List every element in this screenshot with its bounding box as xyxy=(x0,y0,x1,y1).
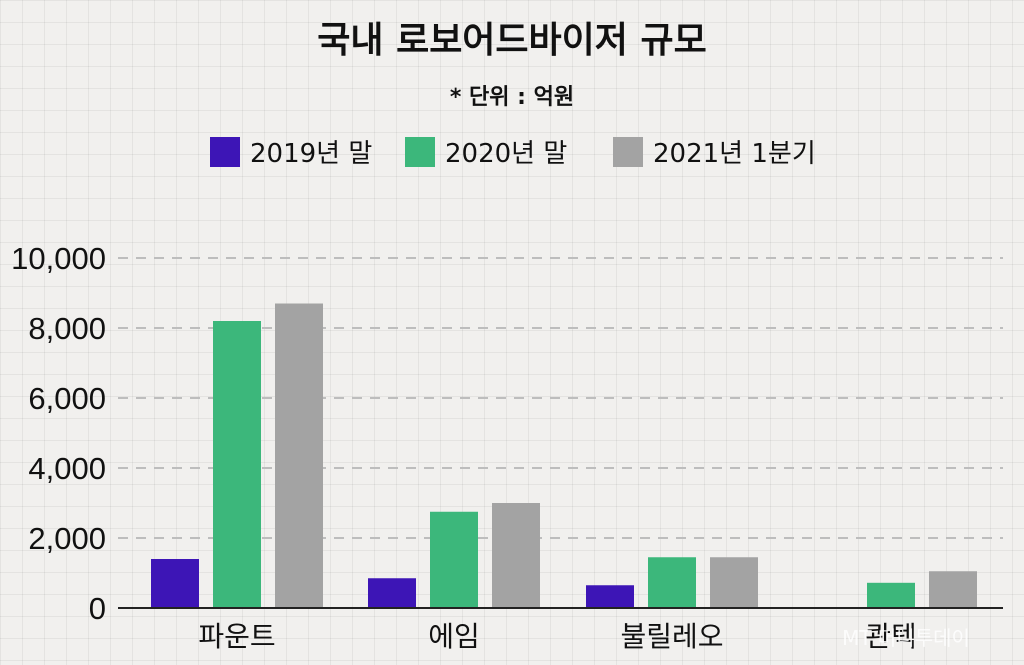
x-axis-categories: 파운트 에임 불릴레오 콴텍 xyxy=(198,620,916,653)
watermark: MT 머니투데이 xyxy=(842,626,970,650)
bars xyxy=(151,303,977,608)
bar xyxy=(213,321,261,608)
bar xyxy=(430,511,478,608)
bar xyxy=(586,585,634,608)
bar xyxy=(648,557,696,608)
y-tick-label: 0 xyxy=(89,591,106,626)
legend-swatch-2 xyxy=(405,137,435,167)
y-tick-label: 8,000 xyxy=(28,311,106,346)
y-axis-ticks: 10,000 8,000 6,000 4,000 2,000 0 xyxy=(11,241,106,626)
legend-label-3: 2021년 1분기 xyxy=(653,139,816,169)
bar xyxy=(867,582,915,608)
x-category-label: 불릴레오 xyxy=(620,620,723,653)
legend-label-1: 2019년 말 xyxy=(250,139,372,169)
legend-swatch-1 xyxy=(210,137,240,167)
bar xyxy=(929,571,977,608)
legend-swatch-3 xyxy=(613,137,643,167)
chart-title: 국내 로보어드바이저 규모 xyxy=(317,20,706,61)
legend: 2019년 말 2020년 말 2021년 1분기 xyxy=(210,137,816,169)
watermark-text: MT 머니투데이 xyxy=(842,626,970,650)
y-tick-label: 6,000 xyxy=(28,381,106,416)
bar xyxy=(710,557,758,608)
x-category-label: 파운트 xyxy=(198,620,275,653)
y-tick-label: 10,000 xyxy=(11,241,106,276)
chart-subtitle: * 단위 : 억원 xyxy=(450,85,574,110)
gridlines xyxy=(118,257,1003,539)
bar xyxy=(151,559,199,608)
x-category-label: 에임 xyxy=(428,620,480,653)
x-category-label: 콴텍 xyxy=(865,620,917,653)
bar xyxy=(368,578,416,608)
bar xyxy=(492,503,540,608)
bar xyxy=(275,303,323,608)
legend-label-2: 2020년 말 xyxy=(445,139,567,169)
y-tick-label: 4,000 xyxy=(28,451,106,486)
y-tick-label: 2,000 xyxy=(28,521,106,556)
